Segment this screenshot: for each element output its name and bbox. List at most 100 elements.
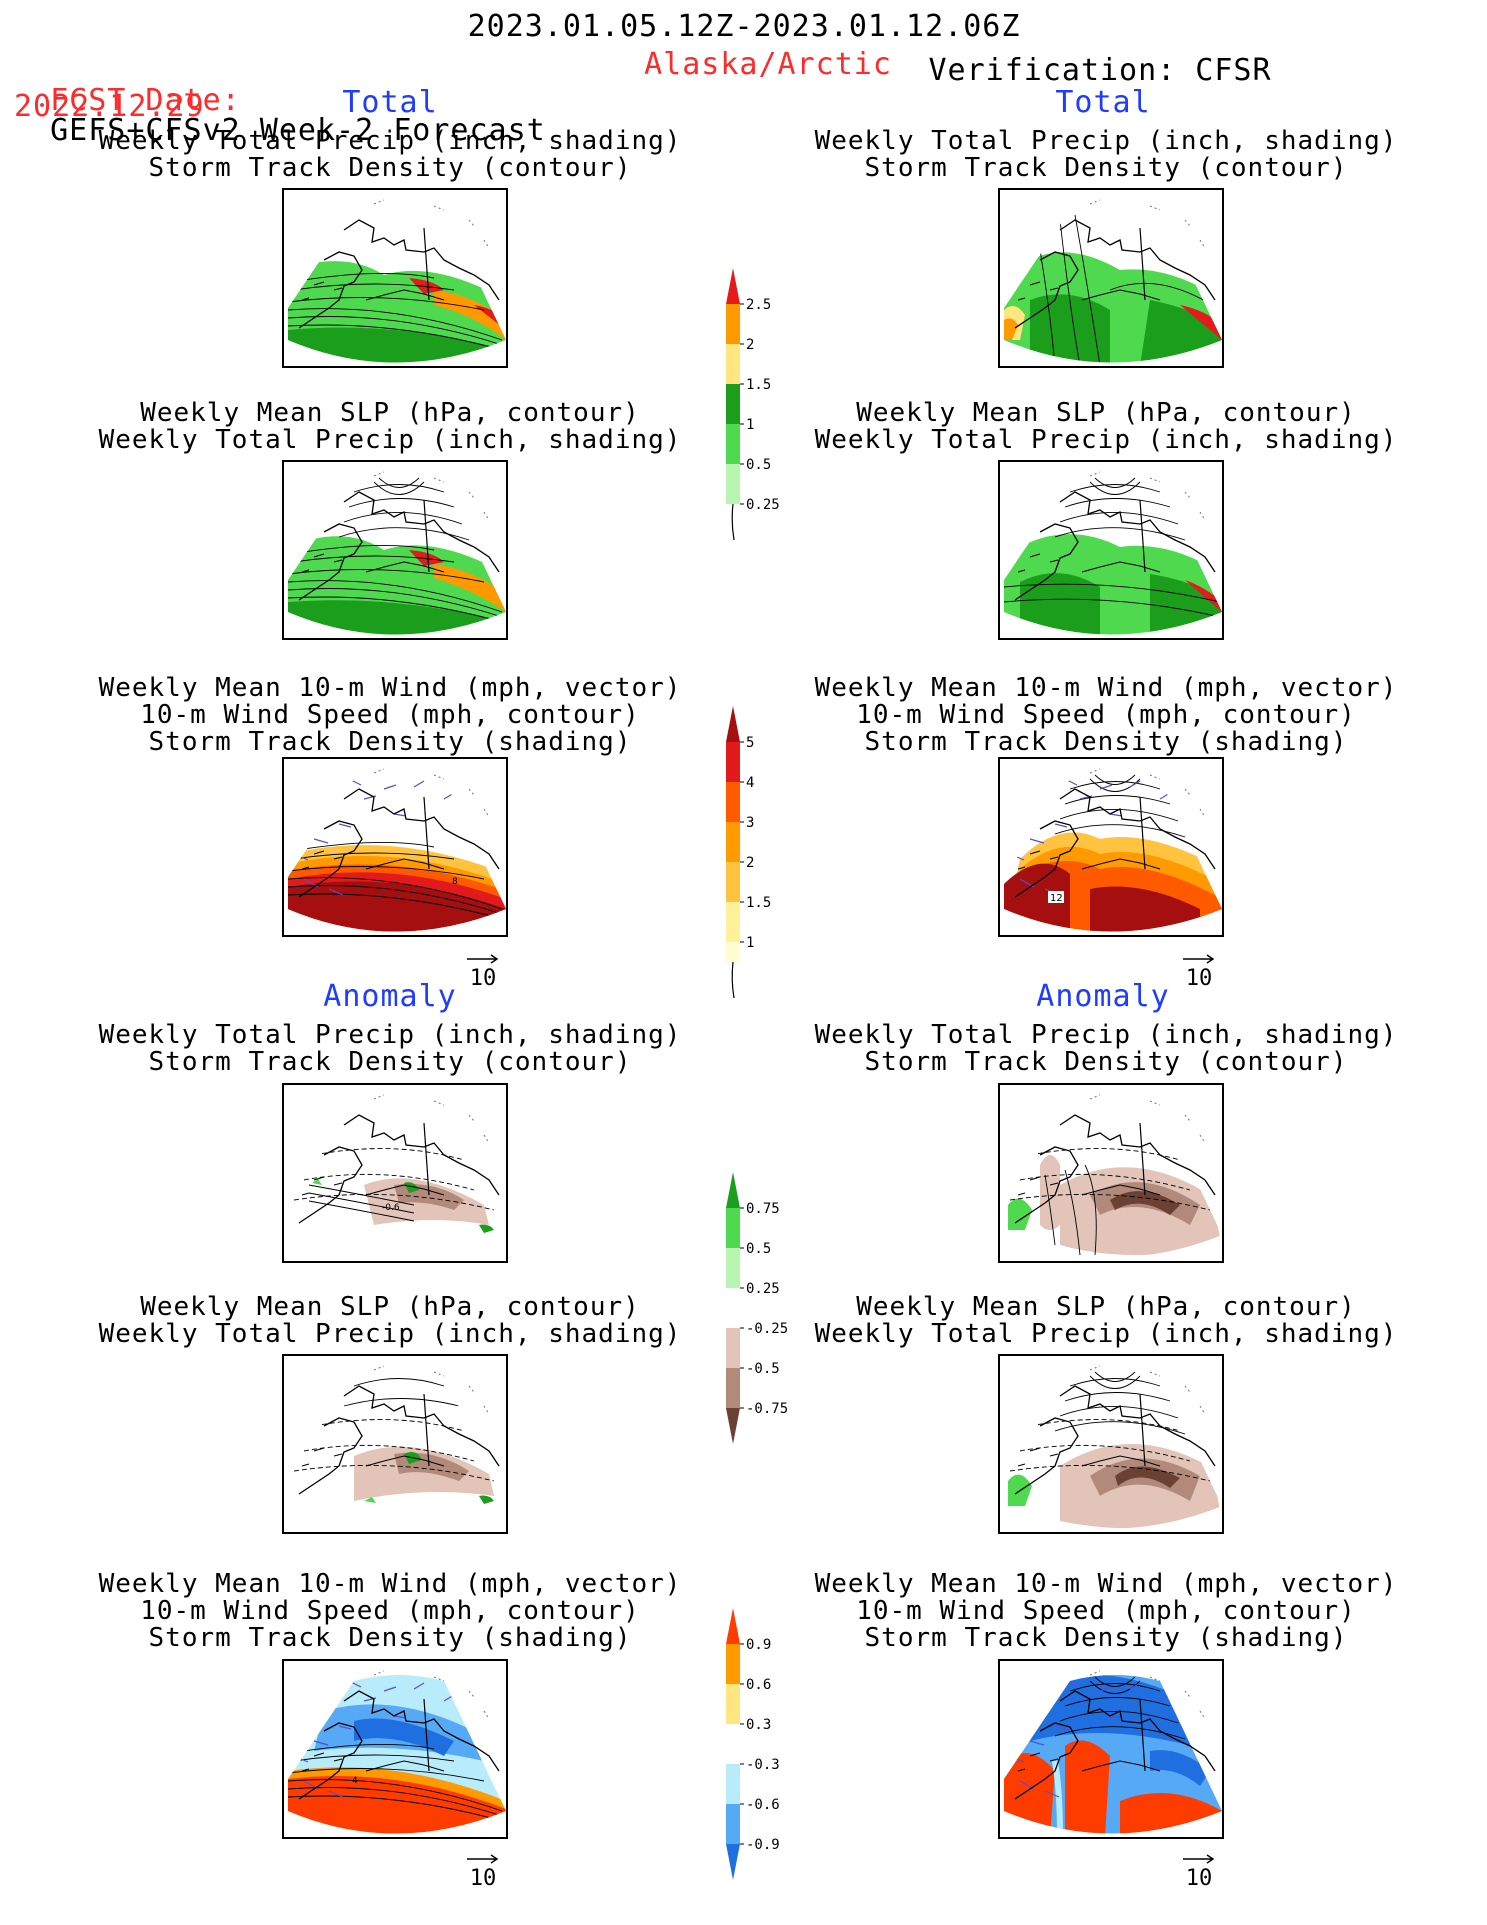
colorbar-segment (726, 1408, 740, 1444)
reference-vector-obs-total: 10 (1169, 952, 1229, 992)
colorbar-tick-label: -0.75 (746, 1401, 788, 1417)
fcst-date-line: FCST Date: GEFS+CFSv2 Week-2 Forecast (12, 56, 546, 146)
section-total-left: Total (342, 85, 438, 120)
colorbar-tick-label: -0.25 (746, 1321, 788, 1337)
colorbar-segment (726, 1288, 740, 1328)
title-obs-anom-wind-line3: Storm Track Density (shading) (864, 1623, 1348, 1653)
colorbar-tick-label: 0.25 (746, 497, 780, 513)
verification-label: Verification: CFSR (928, 53, 1272, 88)
reference-vector-obs-anom: 10 (1169, 1852, 1229, 1892)
colorbar-segment (726, 1724, 740, 1764)
region-label: Alaska/Arctic (644, 47, 892, 82)
title-fcst-total-slp-line2: Weekly Total Precip (inch, shading) (98, 425, 682, 455)
map-fcst-anom-slp-precip (282, 1354, 508, 1534)
colorbar-tick-label: 0.9 (746, 1637, 771, 1653)
colorbar-tick-label: 1.5 (746, 377, 771, 393)
colorbar-segment (726, 424, 740, 464)
title-obs-anom-wind-line1: Weekly Mean 10-m Wind (mph, vector) (814, 1569, 1398, 1599)
colorbar-segment (726, 344, 740, 384)
map-obs-anom-wind-storm (998, 1659, 1224, 1839)
colorbar-tick-label: 2.5 (746, 297, 771, 313)
colorbar-tick-label: 1 (746, 935, 754, 951)
map-fcst-anom-precip-storm: -0.6 (282, 1083, 508, 1263)
map-obs-anom-precip-storm (998, 1083, 1224, 1263)
colorbar-segment (726, 1328, 740, 1368)
colorbar-tick-label: -0.5 (746, 1361, 780, 1377)
reference-vector-label: 10 (469, 966, 497, 991)
title-fcst-anom-wind-line3: Storm Track Density (shading) (148, 1623, 632, 1653)
reference-vector-label: 10 (1185, 1866, 1213, 1891)
reference-vector-label: 10 (1185, 966, 1213, 991)
colorbar-density-anomaly: 0.9 0.6 0.3 -0.3 -0.6 -0.9 (720, 1608, 810, 1898)
title-obs-total-precip-line1: Weekly Total Precip (inch, shading) (814, 126, 1398, 156)
colorbar-segment (726, 304, 740, 344)
colorbar-tick-label: 0.3 (746, 1717, 771, 1733)
colorbar-tick-label: -0.3 (746, 1757, 780, 1773)
colorbar-segment (726, 1208, 740, 1248)
colorbar-segment (726, 782, 740, 822)
colorbar-segment (726, 1368, 740, 1408)
title-fcst-anom-precip-line1: Weekly Total Precip (inch, shading) (98, 1020, 682, 1050)
title-fcst-total-precip-line2: Storm Track Density (contour) (148, 153, 632, 183)
map-obs-anom-slp-precip (998, 1354, 1224, 1534)
colorbar-tick-label: 0.25 (746, 1281, 780, 1297)
colorbar-tick-label: 1.5 (746, 895, 771, 911)
colorbar-tick-label: 2 (746, 855, 754, 871)
colorbar-tick-label: 0.5 (746, 457, 771, 473)
colorbar-tail (731, 503, 735, 541)
date-range-title: 2023.01.05.12Z-2023.01.12.06Z (467, 9, 1021, 44)
colorbar-tick-label: 1 (746, 417, 754, 433)
colorbar-tick-label: -0.6 (746, 1797, 780, 1813)
colorbar-segment (726, 1608, 740, 1644)
colorbar-precip-anomaly-svg: 0.75 0.5 0.25 -0.25 -0.5 -0.75 (726, 1172, 788, 1444)
map-fcst-total-precip-storm (282, 188, 508, 368)
reference-vector-fcst-anom: 10 (453, 1852, 513, 1892)
colorbar-storm-density-svg: 5 4 3 2 1.5 1 (726, 706, 771, 999)
colorbar-tick-label: -0.9 (746, 1837, 780, 1853)
section-anomaly-right: Anomaly (1036, 979, 1170, 1014)
colorbar-density-anomaly-svg: 0.9 0.6 0.3 -0.3 -0.6 -0.9 (726, 1608, 780, 1880)
contour-label: 4 (352, 1776, 358, 1786)
section-total-right: Total (1055, 85, 1151, 120)
colorbar-segment (726, 706, 740, 742)
reference-vector-fcst-total: 10 (453, 952, 513, 992)
map-obs-total-wind-storm: 12 (998, 757, 1224, 937)
contour-label: 8 (452, 877, 458, 887)
colorbar-segment (726, 942, 740, 962)
colorbar-tick-label: 4 (746, 775, 754, 791)
colorbar-segment (726, 1764, 740, 1804)
title-fcst-anom-wind-line2: 10-m Wind Speed (mph, contour) (140, 1596, 640, 1626)
title-fcst-anom-wind-line1: Weekly Mean 10-m Wind (mph, vector) (98, 1569, 682, 1599)
colorbar-tick-label: 0.5 (746, 1241, 771, 1257)
colorbar-tail (731, 961, 735, 999)
reference-vector-label: 10 (469, 1866, 497, 1891)
map-obs-total-slp-precip (998, 460, 1224, 640)
title-obs-anom-precip-line1: Weekly Total Precip (inch, shading) (814, 1020, 1398, 1050)
colorbar-total-precip-svg: 2.5 2 1.5 1 0.5 0.25 (726, 268, 780, 541)
title-obs-total-slp-line1: Weekly Mean SLP (hPa, contour) (856, 398, 1356, 428)
colorbar-tick-label: 0.75 (746, 1201, 780, 1217)
map-obs-total-precip-storm (998, 188, 1224, 368)
contour-label: -0.6 (382, 1203, 400, 1213)
title-fcst-total-slp-line1: Weekly Mean SLP (hPa, contour) (140, 398, 640, 428)
colorbar-segment (726, 742, 740, 782)
title-obs-anom-slp-line1: Weekly Mean SLP (hPa, contour) (856, 1292, 1356, 1322)
title-obs-total-slp-line2: Weekly Total Precip (inch, shading) (814, 425, 1398, 455)
colorbar-storm-density: 5 4 3 2 1.5 1 (720, 706, 810, 999)
colorbar-segment (726, 1804, 740, 1844)
title-obs-total-wind-line2: 10-m Wind Speed (mph, contour) (856, 700, 1356, 730)
fcst-date-label: FCST Date: (50, 83, 241, 118)
title-obs-total-precip-line2: Storm Track Density (contour) (864, 153, 1348, 183)
colorbar-tick-label: 2 (746, 337, 754, 353)
title-obs-total-wind-line1: Weekly Mean 10-m Wind (mph, vector) (814, 673, 1398, 703)
fcst-date-value: 2022.12.29 (14, 89, 205, 124)
title-obs-anom-wind-line2: 10-m Wind Speed (mph, contour) (856, 1596, 1356, 1626)
colorbar-segment (726, 862, 740, 902)
colorbar-segment (726, 902, 740, 942)
colorbar-segment (726, 1844, 740, 1880)
colorbar-tick-label: 0.6 (746, 1677, 771, 1693)
title-fcst-anom-precip-line2: Storm Track Density (contour) (148, 1047, 632, 1077)
colorbar-tick-label: 3 (746, 815, 754, 831)
title-fcst-total-wind-line2: 10-m Wind Speed (mph, contour) (140, 700, 640, 730)
colorbar-segment (726, 268, 740, 304)
